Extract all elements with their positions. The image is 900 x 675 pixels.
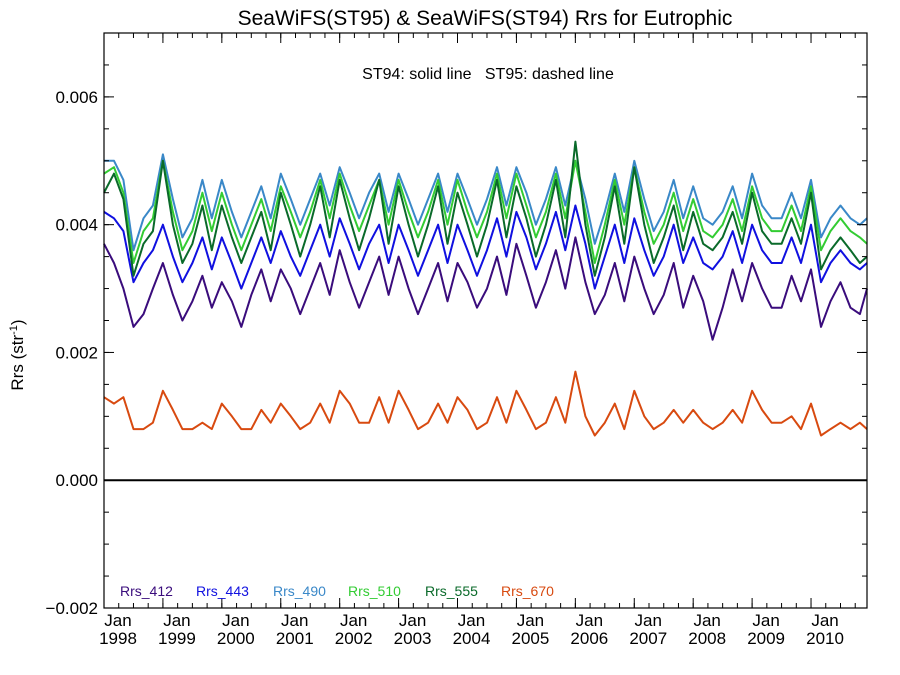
legend-item-rrs-490: Rrs_490 xyxy=(273,583,326,599)
y-axis-label-exponent: -1 xyxy=(8,325,20,335)
y-tick-label: 0.004 xyxy=(55,216,98,235)
legend-item-rrs-510: Rrs_510 xyxy=(348,583,401,599)
y-tick-label: 0.002 xyxy=(55,343,98,362)
series-line-rrs-670 xyxy=(103,370,868,437)
x-tick-year-label: 2000 xyxy=(217,629,255,648)
series-line-rrs-510 xyxy=(103,159,868,264)
legend-item-rrs-443: Rrs_443 xyxy=(196,583,249,599)
x-tick-year-label: 2003 xyxy=(394,629,432,648)
y-axis-label-text: Rrs (str xyxy=(8,335,27,391)
y-tick-label: 0.006 xyxy=(55,88,98,107)
x-tick-year-label: 2001 xyxy=(276,629,314,648)
legend-item-rrs-412: Rrs_412 xyxy=(120,583,173,599)
axis-layer: −0.0020.0000.0020.0040.006Jan1998Jan1999… xyxy=(46,32,867,648)
series-layer xyxy=(103,140,868,437)
x-tick-year-label: 2006 xyxy=(570,629,608,648)
legend-item-rrs-555: Rrs_555 xyxy=(425,583,478,599)
x-tick-year-label: 1998 xyxy=(99,629,137,648)
x-tick-month-label: Jan xyxy=(340,611,367,630)
x-tick-month-label: Jan xyxy=(635,611,662,630)
x-tick-year-label: 2008 xyxy=(688,629,726,648)
x-tick-year-label: 2004 xyxy=(453,629,491,648)
y-axis-label-close: ) xyxy=(8,319,27,325)
x-tick-year-label: 1999 xyxy=(158,629,196,648)
x-tick-year-label: 2010 xyxy=(806,629,844,648)
x-tick-month-label: Jan xyxy=(576,611,603,630)
series-line-rrs-555 xyxy=(103,140,868,277)
x-tick-month-label: Jan xyxy=(104,611,131,630)
plot-frame xyxy=(103,32,868,609)
legend: Rrs_412 Rrs_443 Rrs_490 Rrs_510 Rrs_555 Rrs_6… xyxy=(120,583,554,599)
x-tick-month-label: Jan xyxy=(222,611,249,630)
x-tick-month-label: Jan xyxy=(752,611,779,630)
line-style-annotation: ST94: solid line ST95: dashed line xyxy=(362,66,614,83)
y-tick-label: −0.002 xyxy=(46,599,98,618)
x-tick-month-label: Jan xyxy=(399,611,426,630)
x-tick-month-label: Jan xyxy=(517,611,544,630)
x-tick-year-label: 2005 xyxy=(512,629,550,648)
y-axis-label: Rrs (str-1) xyxy=(8,319,27,390)
series-line-rrs-412 xyxy=(103,236,868,341)
x-tick-month-label: Jan xyxy=(811,611,838,630)
y-tick-label: 0.000 xyxy=(55,471,98,490)
x-tick-month-label: Jan xyxy=(458,611,485,630)
x-tick-month-label: Jan xyxy=(281,611,308,630)
series-line-rrs-443 xyxy=(103,204,868,290)
x-tick-year-label: 2002 xyxy=(335,629,373,648)
x-tick-year-label: 2007 xyxy=(629,629,667,648)
series-line-rrs-490 xyxy=(104,153,868,252)
legend-item-rrs-670: Rrs_670 xyxy=(501,583,554,599)
chart-title: SeaWiFS(ST95) & SeaWiFS(ST94) Rrs for Eu… xyxy=(238,7,733,30)
x-tick-year-label: 2009 xyxy=(747,629,785,648)
x-tick-month-label: Jan xyxy=(163,611,190,630)
x-tick-month-label: Jan xyxy=(693,611,720,630)
